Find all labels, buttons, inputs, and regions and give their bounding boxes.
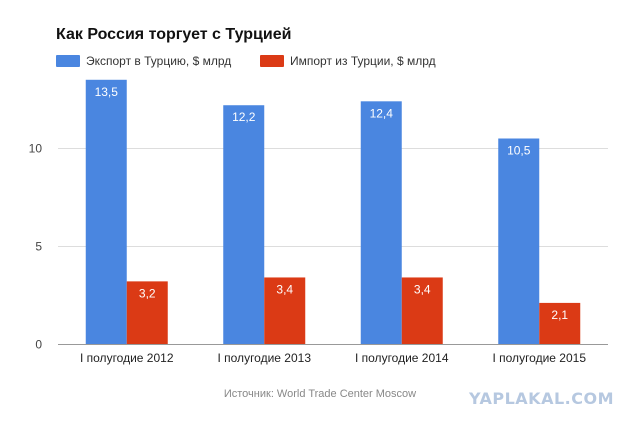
bar-import-1 bbox=[264, 277, 306, 344]
legend-swatch-export bbox=[56, 55, 80, 67]
bar-value-label: 12,4 bbox=[370, 106, 394, 120]
x-tick-label: I полугодие 2014 bbox=[355, 351, 449, 365]
y-tick-label: 5 bbox=[35, 240, 42, 254]
bar-value-label: 13,5 bbox=[95, 85, 119, 99]
bar-export-2 bbox=[360, 101, 402, 344]
bar-import-2 bbox=[401, 277, 443, 344]
x-tick-label: I полугодие 2012 bbox=[80, 351, 174, 365]
y-tick-label: 10 bbox=[29, 142, 43, 156]
watermark: YAPLAKAL.COM bbox=[468, 389, 614, 408]
bar-export-3 bbox=[498, 138, 540, 344]
source-note: Источник: World Trade Center Moscow bbox=[223, 388, 417, 400]
legend-swatch-import bbox=[260, 55, 284, 67]
x-tick-label: I полугодие 2015 bbox=[492, 351, 586, 365]
bar-export-1 bbox=[223, 105, 265, 344]
chart-title: Как Россия торгует с Турцией bbox=[56, 26, 292, 43]
x-tick-label: I полугодие 2013 bbox=[217, 351, 311, 365]
bar-export-0 bbox=[85, 79, 127, 345]
legend-item-import: Импорт из Турции, $ млрд bbox=[260, 54, 436, 68]
bar-value-label: 12,2 bbox=[232, 110, 256, 124]
bar-value-label: 10,5 bbox=[507, 144, 531, 158]
bar-import-3 bbox=[539, 302, 581, 344]
bar-value-label: 3,4 bbox=[414, 282, 431, 296]
legend-label-export: Экспорт в Турцию, $ млрд bbox=[86, 54, 232, 68]
y-tick-label: 0 bbox=[35, 338, 42, 352]
bar-import-0 bbox=[126, 281, 168, 344]
bar-value-label: 2,1 bbox=[551, 308, 568, 322]
legend-label-import: Импорт из Турции, $ млрд bbox=[290, 54, 436, 68]
bar-value-label: 3,2 bbox=[139, 286, 156, 300]
legend-item-export: Экспорт в Турцию, $ млрд bbox=[56, 54, 231, 68]
bar-value-label: 3,4 bbox=[276, 282, 293, 296]
